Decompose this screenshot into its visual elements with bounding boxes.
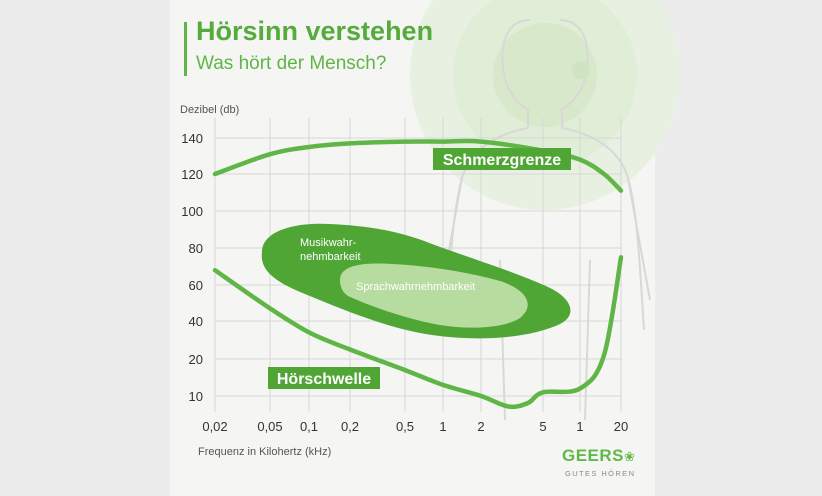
x-tick-2: 0,1: [300, 419, 318, 434]
y-tick-6: 20: [189, 352, 203, 367]
label-hoerschwelle: Hörschwelle: [268, 367, 380, 389]
x-tick-0: 0,02: [202, 419, 227, 434]
logo-brand: GEERS: [562, 446, 625, 465]
y-tick-0: 140: [181, 131, 203, 146]
y-axis-label: Dezibel (db): [180, 104, 239, 116]
x-tick-1: 0,05: [257, 419, 282, 434]
x-tick-9: 20: [614, 419, 628, 434]
ear-icon: [572, 61, 590, 79]
y-tick-4: 60: [189, 278, 203, 293]
label-schmerzgrenze: Schmerzgrenze: [433, 148, 571, 170]
label-box-schmerzgrenze: [433, 148, 571, 170]
x-tick-3: 0,2: [341, 419, 359, 434]
page-subtitle: Was hört der Mensch?: [196, 53, 387, 74]
x-tick-7: 5: [539, 419, 546, 434]
leaf-icon: ❀: [624, 449, 636, 464]
region-sprachwahrnehmbarkeit: [340, 263, 528, 328]
y-tick-labels: 140 120 100 80 60 40 20 10: [181, 131, 203, 404]
y-tick-2: 100: [181, 204, 203, 219]
title-accent-bar: [184, 22, 187, 76]
x-tick-8: 1: [576, 419, 583, 434]
x-tick-6: 2: [477, 419, 484, 434]
geers-logo: GEERS❀: [562, 446, 635, 466]
region-label-musik-line1: Musikwahr-: [300, 237, 357, 249]
series-line-0: [212, 138, 624, 193]
chart-curves: [212, 138, 624, 410]
region-label-musik-line2: nehmbarkeit: [300, 251, 361, 263]
x-tick-5: 1: [439, 419, 446, 434]
y-tick-7: 10: [189, 389, 203, 404]
x-tick-4: 0,5: [396, 419, 414, 434]
background-decoration: [410, 0, 680, 421]
series-line-1: [212, 255, 624, 410]
x-axis-label: Frequenz in Kilohertz (kHz): [198, 446, 331, 458]
label-schmerzgrenze-text: Schmerzgrenze: [443, 152, 561, 169]
y-tick-3: 80: [189, 241, 203, 256]
logo-tagline: GUTES HÖREN: [565, 469, 636, 478]
label-box-hoerschwelle: [268, 367, 380, 389]
page-title: Hörsinn verstehen: [196, 16, 434, 46]
y-tick-5: 40: [189, 314, 203, 329]
label-hoerschwelle-text: Hörschwelle: [277, 371, 371, 388]
region-label-sprache: Sprachwahrnehmbarkeit: [356, 281, 475, 293]
x-tick-labels: 0,02 0,05 0,1 0,2 0,5 1 2 5 1 20: [202, 419, 628, 434]
y-tick-1: 120: [181, 167, 203, 182]
